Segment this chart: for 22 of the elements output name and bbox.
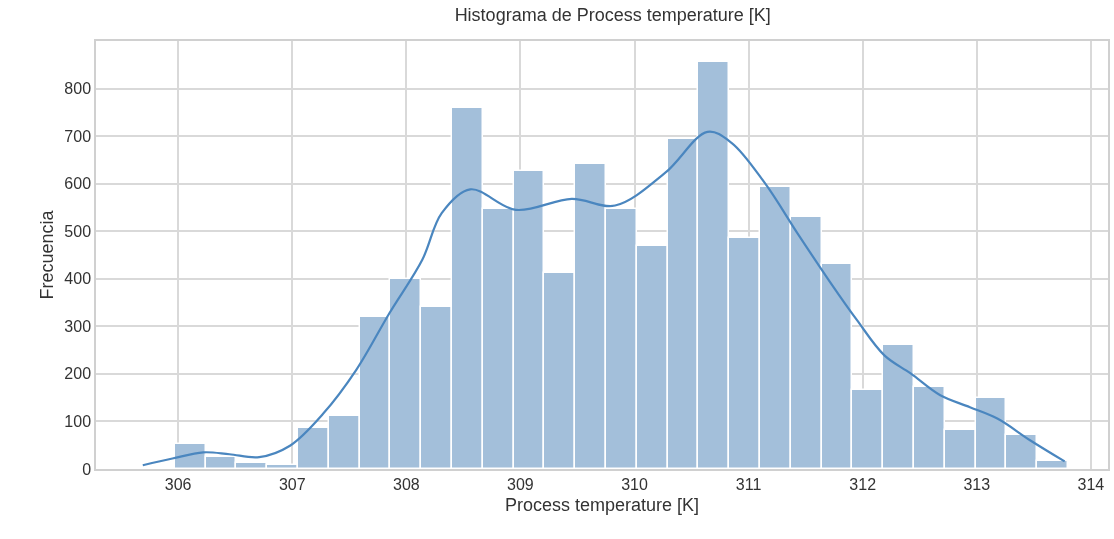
y-tick-label: 0 xyxy=(82,460,92,478)
y-tick-label: 500 xyxy=(64,222,92,240)
x-tick-label: 308 xyxy=(392,475,420,493)
y-tick-label: 200 xyxy=(64,365,92,383)
x-tick-label: 311 xyxy=(735,475,762,493)
y-tick-label: 700 xyxy=(64,127,92,145)
x-axis-title: Process temperature [K] xyxy=(504,494,700,515)
x-tick-label: 310 xyxy=(621,475,648,493)
y-tick-label: 800 xyxy=(64,80,92,98)
x-tick-label: 307 xyxy=(278,475,306,493)
x-tick-label: 312 xyxy=(849,475,877,493)
y-tick-label: 300 xyxy=(64,317,92,335)
x-tick-label: 314 xyxy=(1077,475,1105,493)
x-tick-label: 309 xyxy=(507,475,534,493)
y-tick-label: 400 xyxy=(64,270,92,288)
line-series xyxy=(141,130,1066,467)
chart-title: Histograma de Process temperature [K] xyxy=(454,4,771,25)
x-tick-label: 313 xyxy=(963,475,991,493)
y-axis-title: Frecuencia xyxy=(37,209,58,300)
x-tick-label: 306 xyxy=(164,475,192,493)
y-tick-label: 600 xyxy=(64,175,92,193)
y-tick-label: 100 xyxy=(64,413,92,431)
